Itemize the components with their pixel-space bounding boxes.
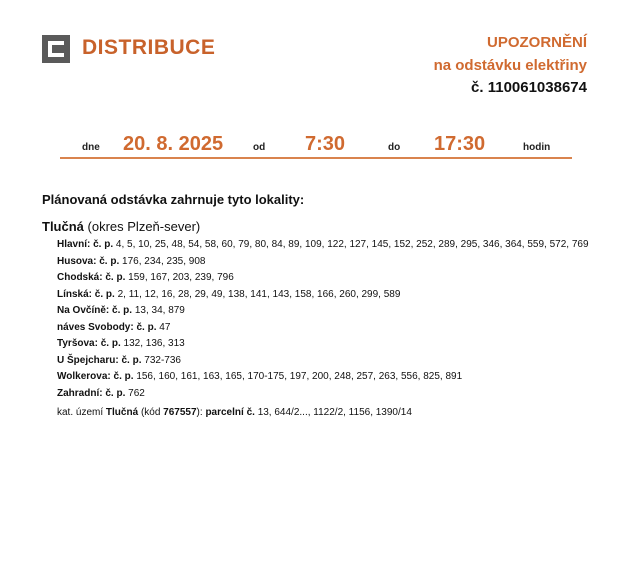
street-item: Husova: č. p. 176, 234, 235, 908 (57, 254, 597, 271)
house-numbers: 132, 136, 313 (123, 338, 185, 349)
unit-label: hodin (523, 142, 551, 153)
street-item: náves Svobody: č. p. 47 (57, 320, 597, 337)
house-number-label: č. p. (105, 387, 126, 399)
parcel-label: parcelní č. (205, 407, 255, 418)
street-name: Línská: (57, 288, 93, 300)
house-number-label: č. p. (99, 255, 120, 267)
house-number-label: č. p. (100, 338, 121, 349)
street-item: Na Ovčíně: č. p. 13, 34, 879 (57, 303, 597, 320)
house-numbers: 13, 34, 879 (134, 305, 185, 316)
house-numbers: 156, 160, 161, 163, 165, 170-175, 197, 2… (136, 371, 463, 382)
date-label: dne (82, 142, 100, 153)
cadastre-prefix: kat. území (57, 407, 104, 418)
street-name: Hlavní: (57, 239, 91, 250)
brand-name: DISTRIBUCE (82, 36, 216, 59)
street-item: Zahradní: č. p. 762 (57, 386, 597, 403)
house-number-label: č. p. (113, 371, 134, 382)
street-item: Chodská: č. p. 159, 167, 203, 239, 796 (57, 270, 597, 287)
house-numbers: 2, 11, 12, 16, 28, 29, 49, 138, 141, 143… (117, 288, 401, 300)
cadastre-code-prefix: (kód (140, 407, 161, 418)
house-numbers: 47 (159, 321, 171, 333)
house-numbers: 159, 167, 203, 239, 796 (128, 272, 234, 283)
house-number-label: č. p. (93, 239, 114, 250)
notice-number: č. 110061038674 (471, 79, 587, 96)
notice-subtitle: na odstávku elektřiny (433, 57, 587, 74)
street-name: U Špejcharu: (57, 354, 119, 366)
house-number-label: č. p. (94, 288, 115, 300)
cadastre-code: 767557 (163, 407, 197, 418)
street-name: Chodská: (57, 272, 103, 283)
parcel-numbers: 13, 644/2..., 1122/2, 1156, 1390/14 (257, 407, 412, 418)
house-number-label: č. p. (112, 305, 133, 316)
street-item: Línská: č. p. 2, 11, 12, 16, 28, 29, 49,… (57, 287, 597, 304)
cadastre-code-suffix: ): (196, 407, 203, 418)
street-item: Hlavní: č. p. 4, 5, 10, 25, 48, 54, 58, … (57, 237, 597, 254)
town-name: Tlučná (42, 219, 84, 234)
from-label: od (253, 142, 266, 153)
street-list: Hlavní: č. p. 4, 5, 10, 25, 48, 54, 58, … (57, 237, 597, 422)
street-name: náves Svobody: (57, 321, 134, 333)
cadastre-area: Tlučná (105, 407, 139, 418)
street-item: Tyršova: č. p. 132, 136, 313 (57, 336, 597, 353)
house-number-label: č. p. (136, 321, 157, 333)
town-district: (okres Plzeň-sever) (87, 219, 201, 234)
house-number-label: č. p. (105, 272, 126, 283)
to-label: do (388, 142, 401, 153)
cez-logo-icon (42, 35, 70, 63)
street-name: Tyršova: (57, 338, 98, 349)
street-item: Wolkerova: č. p. 156, 160, 161, 163, 165… (57, 369, 597, 386)
town-heading: Tlučná (okres Plzeň-sever) (42, 219, 200, 234)
from-time: 7:30 (305, 133, 346, 155)
house-numbers: 176, 234, 235, 908 (122, 255, 206, 267)
house-numbers: 762 (128, 387, 145, 399)
house-number-label: č. p. (121, 354, 142, 366)
house-numbers: 732-736 (144, 354, 181, 366)
street-item: U Špejcharu: č. p. 732-736 (57, 353, 597, 370)
outage-date: 20. 8. 2025 (123, 133, 224, 155)
street-name: Wolkerova: (57, 371, 111, 382)
cadastre-item: kat. území Tlučná (kód 767557): parcelní… (57, 405, 597, 422)
to-time: 17:30 (434, 133, 486, 155)
intro-text: Plánovaná odstávka zahrnuje tyto lokalit… (42, 192, 305, 207)
street-name: Zahradní: (57, 387, 103, 399)
house-numbers: 4, 5, 10, 25, 48, 54, 58, 60, 79, 80, 84… (115, 239, 589, 250)
schedule-row: dne 20. 8. 2025 od 7:30 do 17:30 hodin (60, 128, 572, 159)
street-name: Husova: (57, 255, 97, 267)
notice-title: UPOZORNĚNÍ (486, 34, 587, 51)
street-name: Na Ovčíně: (57, 305, 110, 316)
